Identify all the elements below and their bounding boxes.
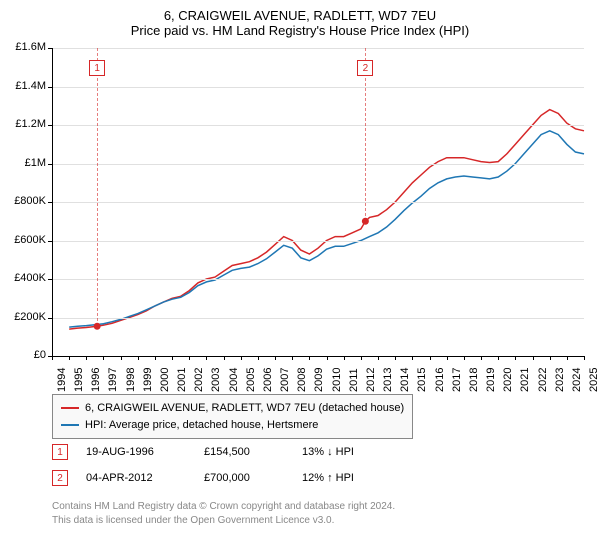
- marker-dashline: [97, 48, 98, 326]
- y-axis-tick-label: £1.4M: [0, 80, 46, 92]
- gridline-h: [52, 164, 584, 165]
- x-axis-tick-label: 2002: [193, 368, 205, 392]
- x-axis-tick-label: 2024: [571, 368, 583, 392]
- x-axis-tick-label: 2011: [348, 368, 360, 392]
- gridline-h: [52, 241, 584, 242]
- legend-swatch: [61, 424, 79, 426]
- x-axis-tick-label: 2025: [588, 368, 600, 392]
- footnote-price: £154,500: [204, 446, 284, 458]
- footnote-date: 19-AUG-1996: [86, 446, 186, 458]
- x-axis-tick-label: 2006: [262, 368, 274, 392]
- marker-number-box: 1: [89, 60, 105, 76]
- footnote-row: 1 19-AUG-1996 £154,500 13% ↓ HPI: [52, 444, 354, 460]
- x-axis-tick-label: 2010: [331, 368, 343, 392]
- y-axis-line: [52, 48, 53, 356]
- footnote-price: £700,000: [204, 472, 284, 484]
- marker-number-box: 2: [357, 60, 373, 76]
- legend-row: HPI: Average price, detached house, Hert…: [61, 417, 404, 434]
- y-axis-tick-label: £800K: [0, 195, 46, 207]
- x-axis-tick-label: 2015: [416, 368, 428, 392]
- x-axis-tick-label: 2009: [313, 368, 325, 392]
- x-axis-tick-label: 2020: [502, 368, 514, 392]
- footnote-date: 04-APR-2012: [86, 472, 186, 484]
- legend-swatch: [61, 407, 79, 409]
- copyright-line2: This data is licensed under the Open Gov…: [52, 514, 395, 528]
- x-axis-tick-label: 2003: [210, 368, 222, 392]
- x-axis-tick-label: 1996: [90, 368, 102, 392]
- x-axis-tick-label: 2021: [519, 368, 531, 392]
- x-axis-tick-label: 2001: [176, 368, 188, 392]
- y-axis-tick-label: £1.2M: [0, 118, 46, 130]
- x-axis-tick-label: 2013: [382, 368, 394, 392]
- x-axis-line: [52, 356, 584, 357]
- y-axis-tick-label: £400K: [0, 272, 46, 284]
- footnote-number-box: 2: [52, 470, 68, 486]
- gridline-h: [52, 48, 584, 49]
- legend-label: HPI: Average price, detached house, Hert…: [85, 417, 318, 434]
- x-axis-tick-label: 2007: [279, 368, 291, 392]
- x-axis-tick-label: 2000: [159, 368, 171, 392]
- gridline-h: [52, 279, 584, 280]
- x-axis-tick-label: 1997: [107, 368, 119, 392]
- y-axis-tick-label: £600K: [0, 234, 46, 246]
- x-axis-tick-label: 2022: [537, 368, 549, 392]
- x-axis-tick-label: 2018: [468, 368, 480, 392]
- copyright-notice: Contains HM Land Registry data © Crown c…: [52, 500, 395, 528]
- gridline-h: [52, 87, 584, 88]
- series-line: [69, 131, 584, 327]
- gridline-h: [52, 318, 584, 319]
- footnote-pct: 12% ↑ HPI: [302, 472, 354, 484]
- x-axis-tick-label: 1998: [125, 368, 137, 392]
- legend-label: 6, CRAIGWEIL AVENUE, RADLETT, WD7 7EU (d…: [85, 400, 404, 417]
- x-axis-tick-label: 2023: [554, 368, 566, 392]
- y-axis-tick-label: £1.6M: [0, 41, 46, 53]
- x-axis-tick: [584, 356, 585, 360]
- x-axis-tick-label: 1994: [56, 368, 68, 392]
- footnote-row: 2 04-APR-2012 £700,000 12% ↑ HPI: [52, 470, 354, 486]
- x-axis-tick-label: 1995: [73, 368, 85, 392]
- chart-legend: 6, CRAIGWEIL AVENUE, RADLETT, WD7 7EU (d…: [52, 394, 413, 439]
- footnote-number-box: 1: [52, 444, 68, 460]
- footnote-pct: 13% ↓ HPI: [302, 446, 354, 458]
- chart-container: 6, CRAIGWEIL AVENUE, RADLETT, WD7 7EU Pr…: [0, 0, 600, 560]
- x-axis-tick-label: 2019: [485, 368, 497, 392]
- gridline-h: [52, 202, 584, 203]
- x-axis-tick-label: 1999: [142, 368, 154, 392]
- gridline-h: [52, 125, 584, 126]
- x-axis-tick-label: 2012: [365, 368, 377, 392]
- legend-row: 6, CRAIGWEIL AVENUE, RADLETT, WD7 7EU (d…: [61, 400, 404, 417]
- x-axis-tick-label: 2017: [451, 368, 463, 392]
- x-axis-tick-label: 2014: [399, 368, 411, 392]
- y-axis-tick-label: £200K: [0, 311, 46, 323]
- x-axis-tick-label: 2004: [228, 368, 240, 392]
- x-axis-tick-label: 2008: [296, 368, 308, 392]
- x-axis-tick-label: 2016: [434, 368, 446, 392]
- y-axis-tick-label: £0: [0, 349, 46, 361]
- x-axis-tick-label: 2005: [245, 368, 257, 392]
- copyright-line1: Contains HM Land Registry data © Crown c…: [52, 500, 395, 514]
- y-axis-tick-label: £1M: [0, 157, 46, 169]
- series-line: [69, 110, 584, 330]
